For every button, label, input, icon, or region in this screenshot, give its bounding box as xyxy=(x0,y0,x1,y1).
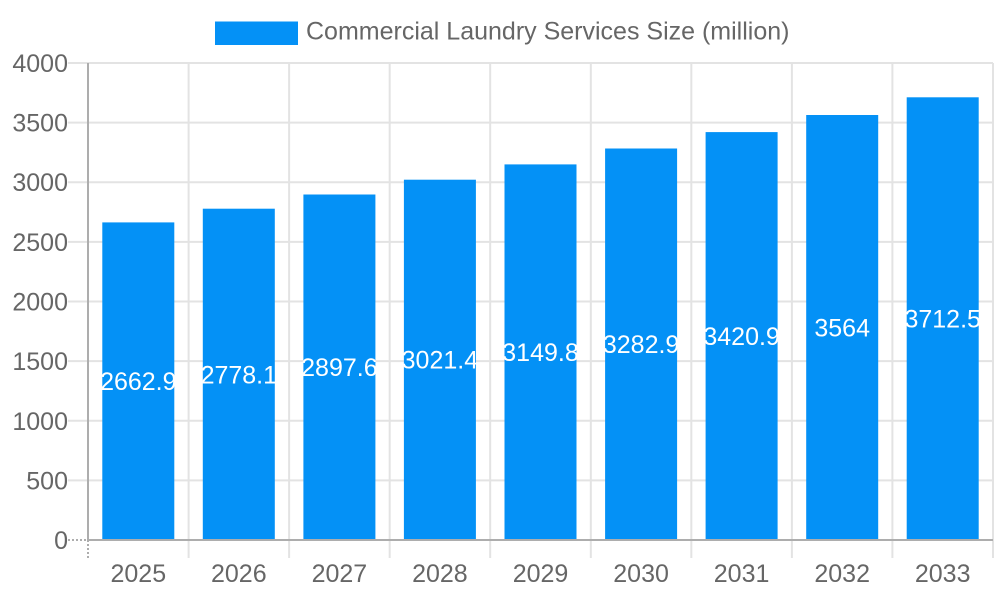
svg-text:3021.4: 3021.4 xyxy=(402,347,479,375)
svg-text:2031: 2031 xyxy=(714,560,770,588)
svg-text:2028: 2028 xyxy=(412,560,468,588)
svg-text:2026: 2026 xyxy=(211,560,267,588)
svg-text:3149.8: 3149.8 xyxy=(502,339,578,367)
svg-text:3420.9: 3420.9 xyxy=(703,323,779,351)
svg-text:2027: 2027 xyxy=(312,560,368,588)
svg-text:2662.9: 2662.9 xyxy=(100,368,176,396)
svg-text:0: 0 xyxy=(54,527,68,555)
svg-text:3500: 3500 xyxy=(12,110,68,138)
svg-text:2000: 2000 xyxy=(12,289,68,317)
svg-text:2033: 2033 xyxy=(915,560,971,588)
svg-text:4000: 4000 xyxy=(12,50,68,78)
svg-text:3712.5: 3712.5 xyxy=(904,306,980,334)
svg-text:Commercial Laundry Services Si: Commercial Laundry Services Size (millio… xyxy=(306,18,789,46)
svg-text:2897.6: 2897.6 xyxy=(301,354,377,382)
svg-text:1500: 1500 xyxy=(12,348,68,376)
svg-text:3282.9: 3282.9 xyxy=(603,331,679,359)
svg-text:2029: 2029 xyxy=(513,560,569,588)
svg-text:1000: 1000 xyxy=(12,408,68,436)
svg-text:3564: 3564 xyxy=(814,314,870,342)
svg-text:2032: 2032 xyxy=(814,560,870,588)
svg-text:3000: 3000 xyxy=(12,169,68,197)
svg-text:2500: 2500 xyxy=(12,229,68,257)
svg-text:500: 500 xyxy=(26,467,68,495)
svg-text:2025: 2025 xyxy=(110,560,166,588)
svg-text:2030: 2030 xyxy=(613,560,669,588)
svg-text:2778.1: 2778.1 xyxy=(201,361,277,389)
